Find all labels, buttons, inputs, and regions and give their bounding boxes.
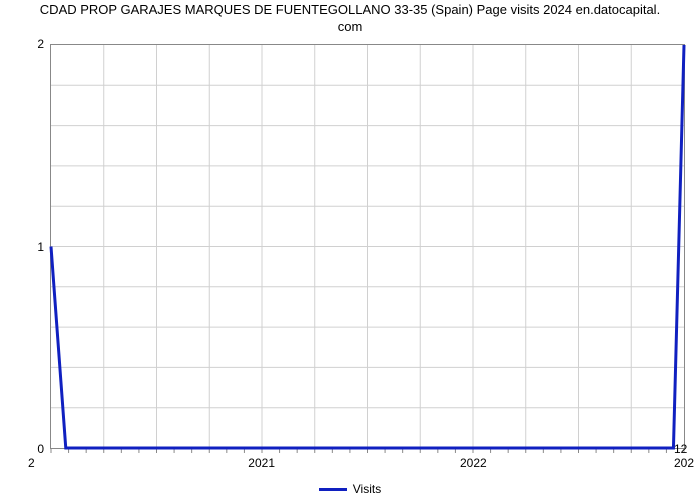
chart-container: CDAD PROP GARAJES MARQUES DE FUENTEGOLLA… bbox=[0, 0, 700, 500]
corner-right-top: 12 bbox=[674, 442, 694, 456]
legend-swatch bbox=[319, 488, 347, 491]
x-tick-label: 2022 bbox=[460, 456, 487, 470]
corner-label-left: 2 bbox=[28, 456, 35, 470]
y-tick-label: 0 bbox=[28, 442, 44, 456]
legend: Visits bbox=[0, 482, 700, 496]
corner-right-bottom: 202 bbox=[674, 456, 694, 470]
corner-label-right: 12 202 bbox=[674, 442, 694, 470]
y-tick-label: 2 bbox=[28, 37, 44, 51]
title-line-1: CDAD PROP GARAJES MARQUES DE FUENTEGOLLA… bbox=[40, 2, 660, 17]
chart-title: CDAD PROP GARAJES MARQUES DE FUENTEGOLLA… bbox=[0, 2, 700, 36]
gridlines bbox=[51, 45, 684, 448]
legend-label: Visits bbox=[353, 482, 381, 496]
chart-svg bbox=[51, 45, 684, 448]
y-tick-label: 1 bbox=[28, 240, 44, 254]
x-tick-label: 2021 bbox=[248, 456, 275, 470]
plot-area bbox=[50, 44, 685, 449]
title-line-2: com bbox=[338, 19, 363, 34]
